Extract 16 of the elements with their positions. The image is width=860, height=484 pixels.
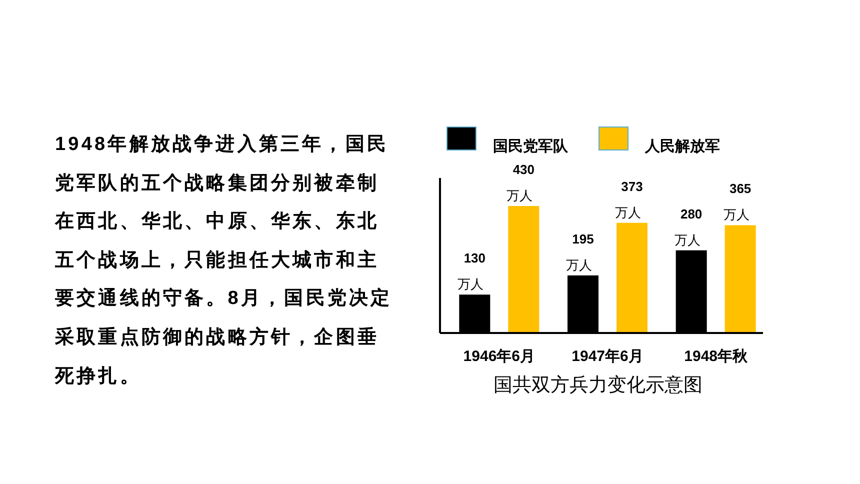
legend-label: 国民党军队 — [493, 138, 569, 155]
annotation: 1948年解放战争进入第三年，国民党军队的五个战略集团分别被牵制在西北、华北、中原、华东、东北五个战场上，只能担任大城市和主要交通线的守备。8月，国民党决定采取重点防御的战略方针，企图垂死挣扎。 — [55, 132, 393, 389]
bar — [508, 206, 540, 333]
x-tick-label: 1946年6月 — [463, 348, 536, 365]
x-tick-label: 1948年秋 — [684, 348, 749, 365]
x-tick-label: 1947年6月 — [572, 348, 644, 365]
data-label: 365 万人 — [723, 181, 752, 222]
legend-label: 人民解放军 — [644, 138, 720, 155]
data-label: 130 万人 — [458, 250, 486, 292]
text: 国共双方兵力变化示意图 — [494, 374, 702, 396]
data-label: 195 万人 — [566, 231, 594, 272]
data-label: 430 万人 — [506, 162, 535, 203]
data-label: 373 万人 — [615, 178, 643, 220]
data-label: 280 万人 — [674, 206, 702, 248]
bar — [616, 222, 648, 333]
bar — [724, 225, 756, 333]
